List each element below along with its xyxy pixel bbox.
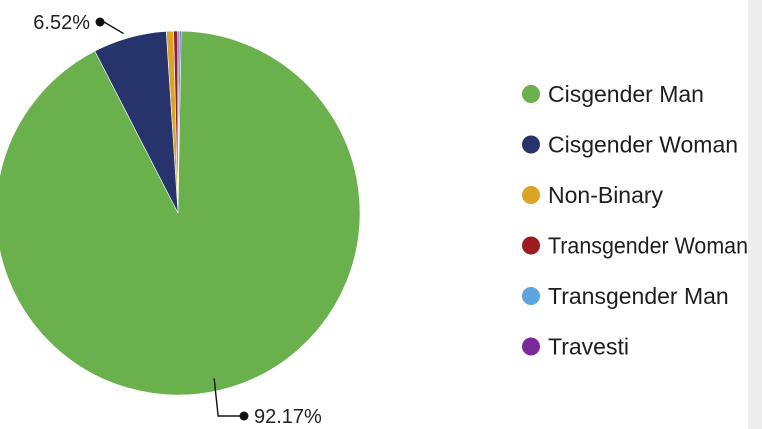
legend-marker (522, 236, 540, 255)
legend-item-cisgender-woman: Cisgender Woman (522, 132, 738, 158)
legend: Cisgender Man Cisgender Woman Non-Binary Tr… (522, 81, 748, 360)
legend-item-cisgender-man: Cisgender Man (522, 81, 704, 107)
legend-item-non-binary: Non-Binary (522, 182, 664, 208)
legend-item-transgender-woman: Transgender Woman (522, 233, 748, 259)
legend-marker (522, 287, 540, 305)
legend-marker (522, 85, 540, 103)
legend-marker (522, 135, 540, 154)
data-label-text: 6.52% (33, 12, 90, 34)
right-edge-strip (748, 0, 762, 429)
leader-dot (239, 411, 249, 421)
leader-dot (95, 17, 105, 27)
data-label-cisgender-woman: 6.52% (33, 12, 124, 35)
legend-item-travesti: Travesti (522, 334, 629, 360)
legend-label: Cisgender Woman (548, 132, 738, 158)
pie-slices (0, 30, 361, 396)
legend-item-transgender-man: Transgender Man (522, 283, 729, 309)
pie-slice-cisgender-woman (94, 31, 179, 214)
legend-marker (522, 186, 540, 204)
legend-marker (522, 337, 540, 356)
legend-label: Non-Binary (548, 182, 664, 208)
data-label-text: 92.17% (254, 406, 322, 428)
pie-slice-cisgender-man (0, 30, 361, 396)
leader-line (213, 378, 244, 417)
data-label-cisgender-man: 92.17% (213, 378, 322, 428)
legend-label: Transgender Man (548, 283, 729, 309)
data-labels: 92.17% 6.52% (33, 12, 322, 428)
legend-label: Cisgender Man (548, 81, 704, 107)
legend-label: Travesti (548, 334, 629, 360)
legend-label: Transgender Woman (548, 233, 748, 259)
